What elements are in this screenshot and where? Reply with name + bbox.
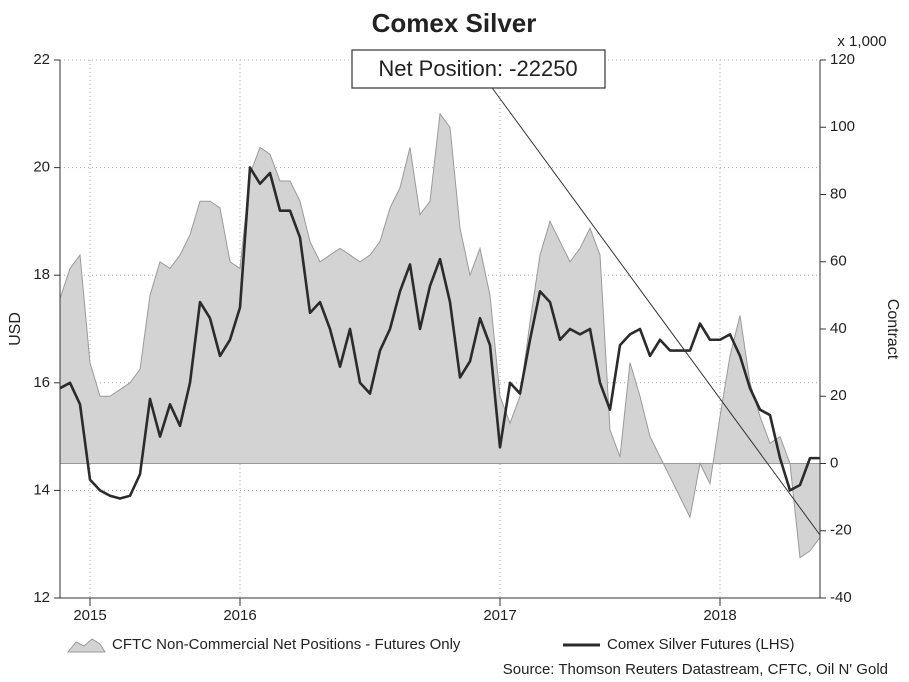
axis-frame xyxy=(59,60,821,599)
legend-label: CFTC Non-Commercial Net Positions - Futu… xyxy=(112,636,461,653)
y2-tick-label: 100 xyxy=(830,118,855,135)
y2-tick-label: -20 xyxy=(830,522,852,539)
x-tick-label: 2018 xyxy=(703,607,736,624)
y-tick-label: 20 xyxy=(33,159,50,176)
annotation: Net Position: -22250 xyxy=(378,56,577,81)
annotation-box xyxy=(351,49,606,89)
y2-tick-label: -40 xyxy=(830,589,852,606)
y2-tick-label: 20 xyxy=(830,387,847,404)
y-tick-label: 22 xyxy=(33,51,50,68)
area xyxy=(59,112,821,559)
y2-tick-label: 40 xyxy=(830,320,847,337)
x-tick-label: 2015 xyxy=(73,607,106,624)
line xyxy=(59,166,820,500)
y2-tick-label: 80 xyxy=(830,185,847,202)
y-tick-label: 16 xyxy=(33,374,50,391)
source: Source: Thomson Reuters Datastream, CFTC… xyxy=(503,661,888,678)
legend-area-swatch xyxy=(66,638,106,653)
y-tick-label: 14 xyxy=(33,481,50,498)
y2-axis-label: Contract xyxy=(884,299,901,360)
legend-label: Comex Silver Futures (LHS) xyxy=(607,636,795,653)
y-axis-label: USD xyxy=(7,312,24,346)
y2-tick-label: 120 xyxy=(830,51,855,68)
y-tick-label: 18 xyxy=(33,266,50,283)
y2-scale-label: x 1,000 xyxy=(837,33,886,50)
y2-tick-label: 0 xyxy=(830,454,838,471)
chart-title: Comex Silver xyxy=(372,8,537,38)
trend-line xyxy=(489,84,821,536)
x-tick-label: 2017 xyxy=(483,607,516,624)
y2-tick-label: 60 xyxy=(830,253,847,270)
x-tick-label: 2016 xyxy=(223,607,256,624)
y-tick-label: 12 xyxy=(33,589,50,606)
